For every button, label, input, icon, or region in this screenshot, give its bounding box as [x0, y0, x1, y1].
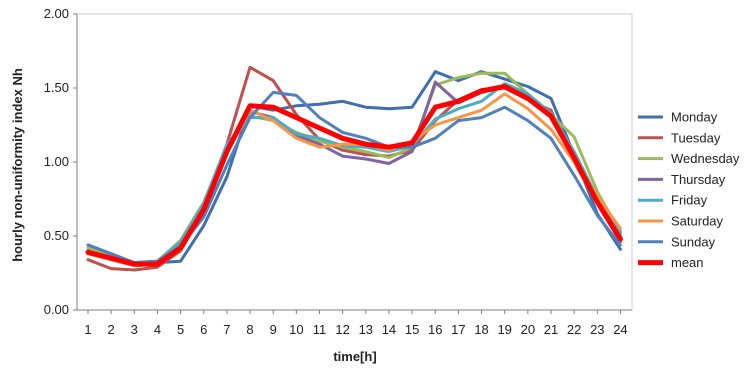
legend-label-thursday: Thursday	[671, 172, 726, 187]
series-line-tuesday	[86, 65, 622, 272]
x-tick-label: 15	[405, 322, 419, 337]
y-tick-label: 2.00	[44, 6, 69, 21]
x-tick-label: 3	[131, 322, 138, 337]
legend-label-saturday: Saturday	[671, 214, 724, 229]
y-axis-title: hourly non-uniformity index Nh	[10, 68, 25, 262]
y-tick-label: 1.00	[44, 154, 69, 169]
x-tick-label: 18	[474, 322, 488, 337]
y-tick-label: 0.00	[44, 302, 69, 317]
x-tick-label: 9	[270, 322, 277, 337]
x-tick-label: 13	[359, 322, 373, 337]
series-line-mean	[85, 84, 623, 267]
legend: Monday Tuesday Wednesday Thursday Friday Satu…	[638, 110, 740, 270]
legend-label-monday: Monday	[671, 110, 718, 125]
x-tick-label: 1	[84, 322, 91, 337]
x-tick-label: 21	[544, 322, 558, 337]
legend-label-mean: mean	[671, 255, 704, 270]
x-axis-title: time[h]	[333, 349, 376, 364]
series-line-wednesday	[86, 71, 622, 265]
y-tick-label: 0.50	[44, 228, 69, 243]
x-tick-label: 8	[246, 322, 253, 337]
x-tick-label: 14	[382, 322, 396, 337]
x-tick-label: 12	[335, 322, 349, 337]
series-line-friday	[86, 82, 622, 265]
legend-label-sunday: Sunday	[671, 234, 716, 249]
series-line-monday	[86, 70, 622, 266]
x-tick-label: 7	[223, 322, 230, 337]
x-tick-label: 4	[154, 322, 161, 337]
x-tick-label: 6	[200, 322, 207, 337]
legend-label-tuesday: Tuesday	[671, 130, 721, 145]
series-lines	[85, 65, 623, 272]
x-tick-label: 23	[590, 322, 604, 337]
x-axis-ticks: 1 2 3 4 5 6 7 8 9 10 11 12 13 14 15 16 17 18 19 20 21 22 23 24	[84, 310, 628, 337]
series-line-saturday	[86, 92, 622, 268]
x-tick-label: 19	[497, 322, 511, 337]
series-line-sunday	[86, 90, 622, 265]
x-tick-label: 5	[177, 322, 184, 337]
legend-label-friday: Friday	[671, 193, 708, 208]
y-tick-label: 1.50	[44, 80, 69, 95]
x-tick-label: 10	[289, 322, 303, 337]
x-tick-label: 22	[567, 322, 581, 337]
x-tick-label: 20	[521, 322, 535, 337]
x-tick-label: 24	[613, 322, 627, 337]
x-tick-label: 11	[313, 322, 327, 337]
y-axis-ticks: 0.00 0.50 1.00 1.50 2.00	[44, 6, 77, 317]
x-tick-label: 17	[451, 322, 465, 337]
legend-label-wednesday: Wednesday	[671, 151, 740, 166]
x-tick-label: 16	[428, 322, 442, 337]
x-tick-label: 2	[108, 322, 115, 337]
